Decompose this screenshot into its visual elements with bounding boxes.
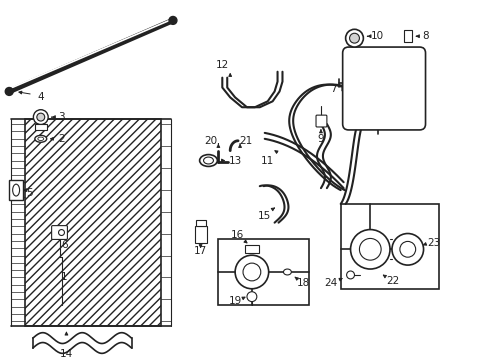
Text: 6: 6 [61,240,68,250]
Bar [194,226,206,243]
Ellipse shape [35,135,47,142]
Text: 21: 21 [239,136,252,146]
Bar [35,124,47,130]
Circle shape [359,238,380,260]
Ellipse shape [203,157,213,164]
Ellipse shape [38,137,43,140]
Text: 12: 12 [215,60,228,70]
Circle shape [345,29,363,47]
Circle shape [350,230,389,269]
Text: 19: 19 [228,296,241,306]
Circle shape [235,255,268,289]
Text: 23: 23 [426,238,439,248]
Bar [9,180,23,200]
Text: 9: 9 [317,134,324,144]
Text: 15: 15 [258,211,271,221]
Text: 24: 24 [324,278,337,288]
Circle shape [246,292,256,302]
Text: 22: 22 [386,276,399,286]
FancyBboxPatch shape [342,47,425,130]
Circle shape [346,271,354,279]
Text: 11: 11 [261,156,274,166]
Circle shape [37,113,44,121]
Text: 17: 17 [194,246,207,256]
Circle shape [59,230,64,235]
Bar [403,30,411,42]
Ellipse shape [283,269,291,275]
Ellipse shape [199,154,217,166]
Text: 16: 16 [230,230,243,240]
Text: 3: 3 [58,112,65,122]
Ellipse shape [13,184,20,196]
Text: 10: 10 [370,31,383,41]
Text: 18: 18 [296,278,309,288]
Bar [25,119,161,326]
Text: 5: 5 [26,188,33,198]
FancyBboxPatch shape [52,226,67,239]
Bar [25,119,161,326]
Bar [195,220,205,226]
Text: 4: 4 [38,93,44,102]
FancyBboxPatch shape [315,115,326,127]
Bar [244,246,258,253]
Text: 2: 2 [58,134,65,144]
Circle shape [243,263,260,281]
Circle shape [391,234,423,265]
Bar [218,239,308,305]
Text: 8: 8 [421,31,428,41]
Circle shape [5,87,13,95]
Bar [340,204,438,289]
Text: 13: 13 [228,156,241,166]
Text: 20: 20 [203,136,217,146]
Circle shape [33,110,48,125]
Circle shape [349,33,359,43]
Text: 14: 14 [60,349,73,359]
Text: 7: 7 [330,85,336,94]
Circle shape [399,242,415,257]
Text: 1: 1 [61,272,68,282]
Circle shape [169,17,177,24]
